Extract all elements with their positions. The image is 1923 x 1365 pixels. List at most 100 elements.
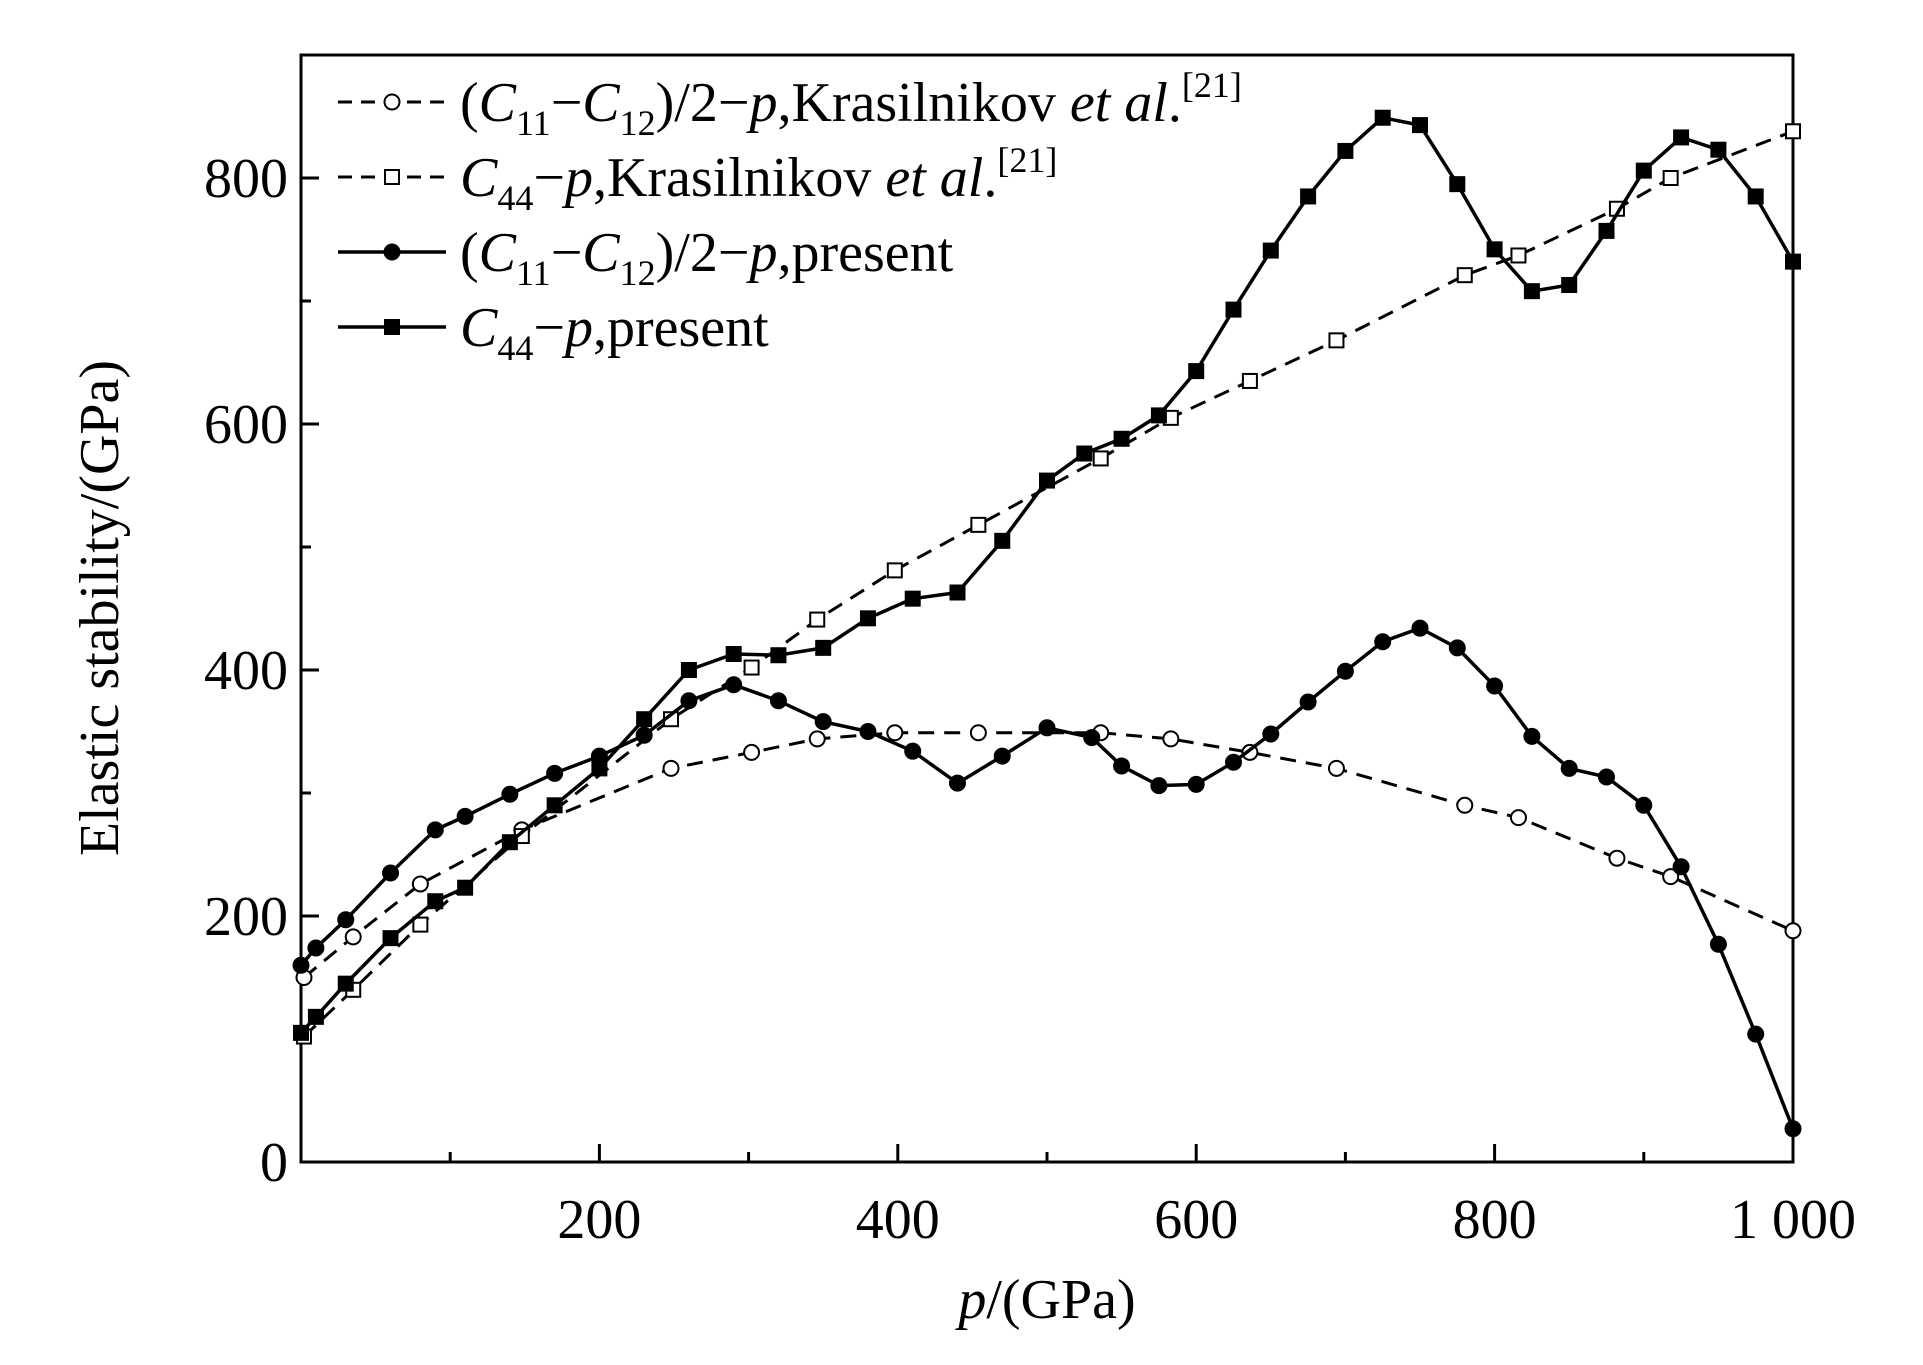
data-point bbox=[1635, 162, 1652, 179]
data-point bbox=[1449, 176, 1466, 193]
data-point bbox=[1187, 775, 1205, 793]
data-point bbox=[1076, 445, 1093, 462]
data-point bbox=[1598, 768, 1615, 786]
data-point bbox=[1162, 730, 1180, 748]
data-point bbox=[814, 713, 832, 731]
data-point bbox=[993, 747, 1011, 765]
data-point bbox=[1709, 935, 1727, 953]
data-point bbox=[1710, 141, 1727, 158]
x-tick-label: 1 000 bbox=[1730, 1189, 1856, 1251]
data-point bbox=[1560, 759, 1578, 777]
data-point bbox=[1448, 639, 1466, 657]
data-point bbox=[427, 893, 444, 910]
data-point bbox=[1598, 222, 1615, 239]
data-point bbox=[546, 797, 563, 814]
legend: (C11−C12)/2−p,Krasilnikov et al.[21]C44−… bbox=[338, 65, 1242, 368]
data-point bbox=[1300, 188, 1317, 205]
data-point bbox=[994, 532, 1011, 549]
data-point bbox=[456, 807, 474, 825]
data-point bbox=[337, 911, 355, 929]
data-point bbox=[1337, 142, 1354, 159]
x-tick-label: 400 bbox=[856, 1189, 940, 1251]
series-4 bbox=[293, 109, 1801, 1041]
legend-label: (C11−C12)/2−p,Krasilnikov et al.[21] bbox=[460, 65, 1242, 143]
data-point bbox=[1523, 283, 1540, 300]
data-point bbox=[337, 975, 354, 992]
y-tick-label: 200 bbox=[204, 886, 288, 948]
data-point bbox=[1672, 858, 1690, 876]
series-layer bbox=[292, 109, 1802, 1138]
data-point bbox=[457, 879, 474, 896]
y-tick-label: 0 bbox=[260, 1132, 288, 1194]
data-point bbox=[1662, 170, 1679, 186]
data-point bbox=[1150, 777, 1168, 795]
axis-ticks bbox=[301, 176, 1646, 1162]
data-point bbox=[546, 764, 564, 782]
data-point bbox=[1747, 188, 1764, 205]
data-point bbox=[591, 760, 608, 777]
data-point bbox=[949, 584, 966, 601]
y-axis-label: Elastic stability/(GPa) bbox=[69, 360, 131, 856]
series-1 bbox=[295, 724, 1802, 986]
y-tick-label: 800 bbox=[204, 148, 288, 210]
data-point bbox=[1188, 363, 1205, 380]
data-point bbox=[1038, 719, 1056, 737]
data-point bbox=[384, 319, 400, 335]
legend-label: C44−p,Krasilnikov et al.[21] bbox=[460, 140, 1057, 218]
data-point bbox=[1662, 868, 1680, 886]
data-point bbox=[859, 610, 876, 627]
data-point bbox=[1328, 332, 1345, 349]
x-axis-label-unit: /(GPa) bbox=[986, 1269, 1135, 1331]
y-tick-label: 600 bbox=[204, 394, 288, 456]
data-point bbox=[969, 724, 987, 742]
data-point bbox=[886, 724, 904, 742]
data-point bbox=[344, 928, 362, 946]
data-point bbox=[1785, 123, 1801, 140]
series-line bbox=[299, 626, 1795, 1130]
data-point bbox=[501, 834, 518, 851]
legend-label: (C11−C12)/2−p,present bbox=[460, 222, 954, 293]
data-point bbox=[635, 726, 653, 744]
data-point bbox=[411, 875, 429, 893]
data-point bbox=[1523, 727, 1541, 745]
data-point bbox=[1113, 430, 1130, 447]
data-point bbox=[1608, 849, 1626, 867]
data-point bbox=[904, 742, 922, 760]
data-point bbox=[1262, 725, 1280, 743]
data-point bbox=[1225, 301, 1242, 318]
data-point bbox=[1262, 242, 1279, 259]
data-point bbox=[1225, 753, 1242, 771]
x-axis-label: p/(GPa) bbox=[954, 1269, 1135, 1331]
data-point bbox=[970, 516, 987, 533]
data-point bbox=[1510, 247, 1527, 264]
data-point bbox=[1083, 729, 1101, 747]
data-point bbox=[1785, 253, 1801, 270]
data-point bbox=[1784, 1120, 1802, 1138]
axis-tick-labels: 200 400 600 800 1 000 0 200 400 600 800 bbox=[204, 148, 1856, 1251]
data-point bbox=[412, 916, 429, 933]
data-point bbox=[1456, 796, 1474, 814]
data-point bbox=[293, 1024, 309, 1041]
data-point bbox=[1747, 1025, 1765, 1043]
data-point bbox=[383, 243, 401, 261]
data-point bbox=[886, 562, 903, 579]
data-point bbox=[307, 939, 325, 957]
data-point bbox=[680, 662, 697, 678]
data-point bbox=[383, 93, 401, 111]
data-point bbox=[662, 759, 680, 777]
data-point bbox=[725, 646, 742, 663]
data-point bbox=[725, 676, 743, 694]
series-3 bbox=[292, 619, 1802, 1138]
data-point bbox=[769, 692, 787, 710]
data-point bbox=[1411, 619, 1429, 637]
data-point bbox=[815, 639, 832, 656]
data-point bbox=[384, 169, 400, 185]
data-point bbox=[636, 711, 653, 728]
data-point bbox=[382, 864, 400, 882]
data-point bbox=[1241, 372, 1258, 389]
data-point bbox=[1509, 809, 1527, 827]
data-point bbox=[1486, 677, 1504, 695]
data-point bbox=[904, 590, 921, 607]
data-point bbox=[1412, 117, 1428, 134]
